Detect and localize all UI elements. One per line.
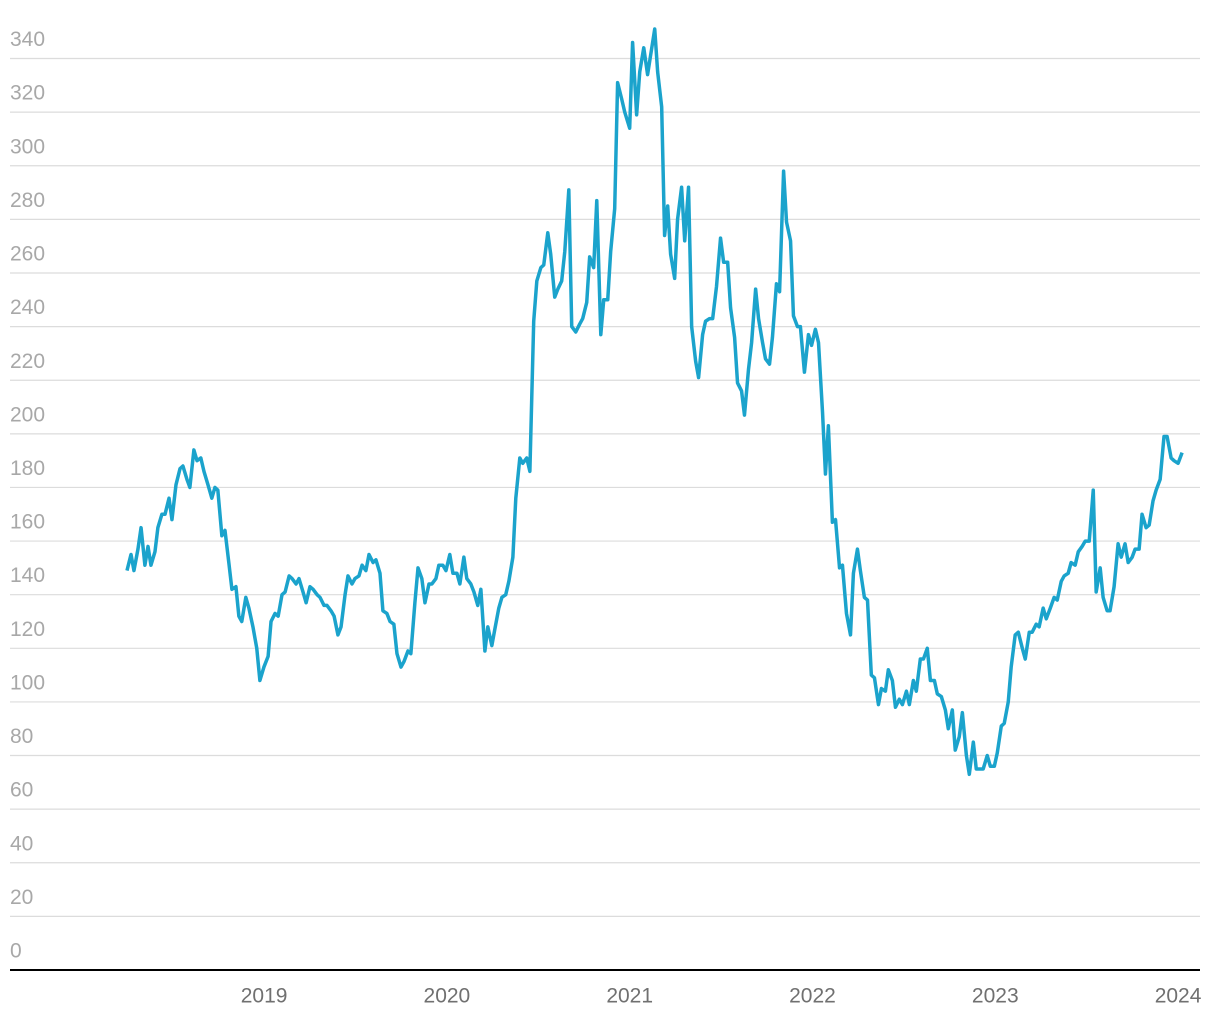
y-tick-label: 280 <box>10 189 45 212</box>
y-tick-label: 220 <box>10 350 45 373</box>
x-tick-label: 2024 <box>1155 985 1202 1008</box>
y-tick-label: 20 <box>10 886 33 909</box>
y-tick-label: 100 <box>10 671 45 694</box>
y-tick-label: 120 <box>10 618 45 641</box>
x-tick-label: 2023 <box>972 985 1019 1008</box>
x-tick-label: 2020 <box>424 985 471 1008</box>
y-tick-label: 240 <box>10 296 45 319</box>
x-tick-label: 2021 <box>606 985 653 1008</box>
y-tick-label: 300 <box>10 135 45 158</box>
y-tick-label: 140 <box>10 564 45 587</box>
y-tick-label: 60 <box>10 779 33 802</box>
y-tick-label: 200 <box>10 403 45 426</box>
y-tick-label: 40 <box>10 832 33 855</box>
y-tick-label: 320 <box>10 82 45 105</box>
y-tick-label: 0 <box>10 940 22 963</box>
y-tick-label: 160 <box>10 511 45 534</box>
line <box>125 27 1184 777</box>
y-tick-label: 340 <box>10 28 45 51</box>
x-tick-label: 2022 <box>789 985 836 1008</box>
x-tick-label: 2019 <box>241 985 288 1008</box>
y-tick-label: 80 <box>10 725 33 748</box>
y-tick-label: 260 <box>10 243 45 266</box>
y-tick-label: 180 <box>10 457 45 480</box>
